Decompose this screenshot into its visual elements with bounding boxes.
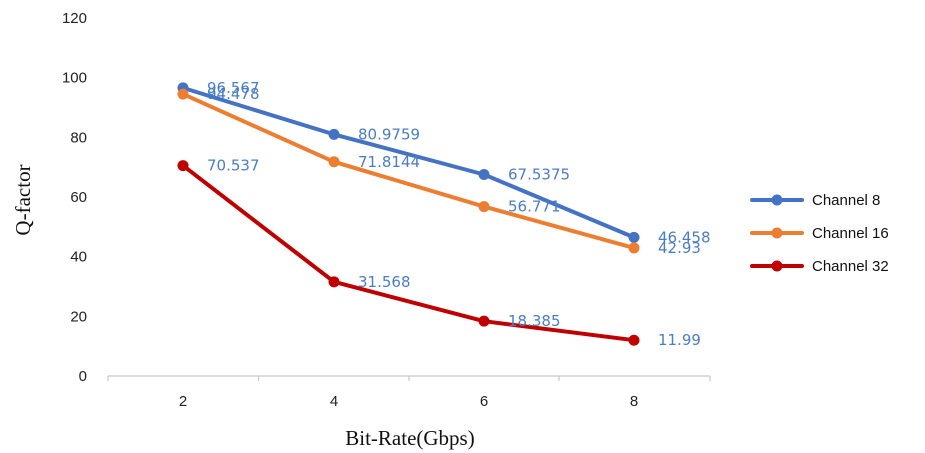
- data-labels: 96.567 80.9759 67.5375 46.458 94.478 71.8144 5…: [207, 79, 711, 349]
- data-point: [628, 231, 640, 243]
- data-label: 80.9759: [358, 125, 420, 143]
- x-axis: 2 4 6 8: [107, 375, 711, 410]
- data-point: [478, 169, 490, 181]
- data-label: 70.537: [207, 157, 260, 175]
- series-line-channel-32: [181, 163, 636, 343]
- data-point: [628, 242, 640, 254]
- y-tick-label: 40: [70, 249, 87, 266]
- legend-marker: [771, 194, 783, 206]
- series-layer: [177, 82, 640, 346]
- data-point: [478, 315, 490, 327]
- y-tick-label: 120: [62, 10, 87, 27]
- y-tick-label: 0: [79, 368, 87, 385]
- x-tick-label: 8: [630, 393, 638, 410]
- legend-label: Channel 32: [812, 258, 889, 275]
- y-tick-label: 60: [70, 189, 87, 206]
- data-label: 71.8144: [358, 153, 420, 171]
- data-label: 31.568: [358, 273, 411, 291]
- y-axis-ticks: 0 20 40 60 80 100 120: [62, 10, 87, 385]
- x-tick-label: 2: [179, 393, 187, 410]
- series-line-channel-16: [181, 92, 636, 250]
- y-axis-title: Q-factor: [11, 164, 35, 235]
- y-tick-label: 100: [62, 70, 87, 87]
- legend-marker: [771, 227, 783, 239]
- data-label: 42.93: [658, 239, 701, 257]
- data-point: [328, 276, 340, 288]
- data-label: 56.771: [508, 198, 561, 216]
- data-point: [478, 201, 490, 213]
- x-tick-label: 4: [330, 393, 338, 410]
- data-label: 11.99: [658, 331, 701, 349]
- data-point: [328, 156, 340, 168]
- series-line-channel-8: [181, 85, 636, 240]
- x-tick-label: 6: [480, 393, 488, 410]
- data-point: [328, 128, 340, 140]
- data-label: 94.478: [207, 85, 260, 103]
- legend-marker: [771, 260, 783, 272]
- legend-label: Channel 16: [812, 225, 889, 242]
- data-label: 46.458: [658, 228, 711, 246]
- y-tick-label: 80: [70, 129, 87, 146]
- data-label: 96.567: [207, 79, 260, 97]
- data-point: [177, 160, 189, 172]
- legend-label: Channel 8: [812, 192, 880, 209]
- y-tick-label: 20: [70, 308, 87, 325]
- x-axis-title: Bit-Rate(Gbps): [345, 426, 474, 450]
- data-label: 67.5375: [508, 166, 570, 184]
- data-point: [628, 334, 640, 346]
- legend: Channel 8 Channel 16 Channel 32: [750, 192, 889, 275]
- data-label: 18.385: [508, 312, 561, 330]
- data-point: [177, 88, 189, 100]
